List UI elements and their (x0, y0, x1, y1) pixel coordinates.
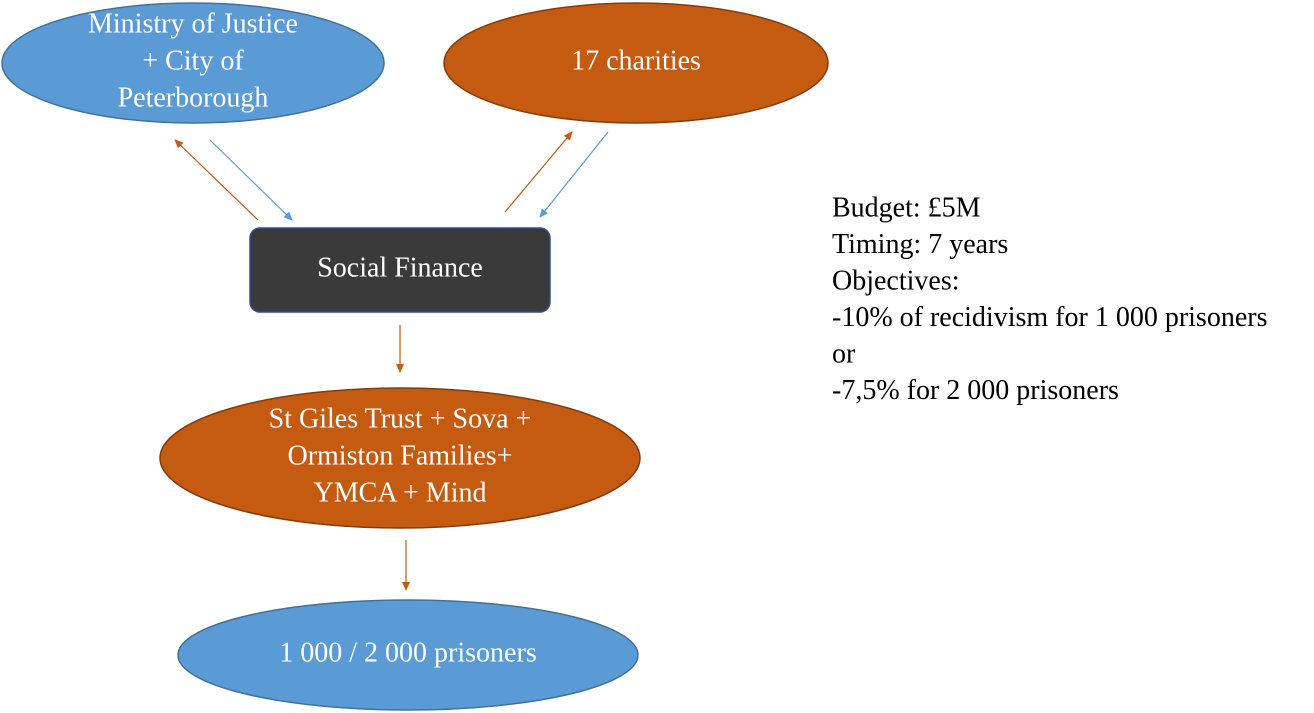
node-shape (177, 599, 639, 711)
detail-line: -7,5% for 2 000 prisoners (832, 375, 1119, 406)
node-label: Peterborough (118, 82, 269, 113)
node-label: 1 000 / 2 000 prisoners (279, 637, 536, 668)
arrow (504, 131, 573, 213)
node-shape (443, 2, 829, 124)
node-label: 17 charities (571, 45, 701, 76)
detail-line: Timing: 7 years (832, 229, 1008, 260)
node-shape (249, 227, 551, 313)
arrow (539, 131, 609, 218)
arrow (209, 139, 293, 221)
node-label: Social Finance (317, 252, 483, 283)
node-label: Ministry of Justice (88, 8, 298, 39)
node-label: + City of (142, 45, 244, 76)
node-label: YMCA + Mind (314, 477, 487, 508)
node-label: Ormiston Families+ (287, 440, 512, 471)
detail-line: or (832, 338, 856, 369)
node-shape (1, 2, 385, 124)
detail-line: Budget: £5M (832, 192, 981, 223)
node-shape (159, 387, 641, 529)
detail-line: Objectives: (832, 265, 960, 296)
arrow (174, 139, 259, 221)
detail-line: -10% of recidivism for 1 000 prisoners (832, 302, 1267, 333)
node-label: St Giles Trust + Sova + (269, 403, 532, 434)
